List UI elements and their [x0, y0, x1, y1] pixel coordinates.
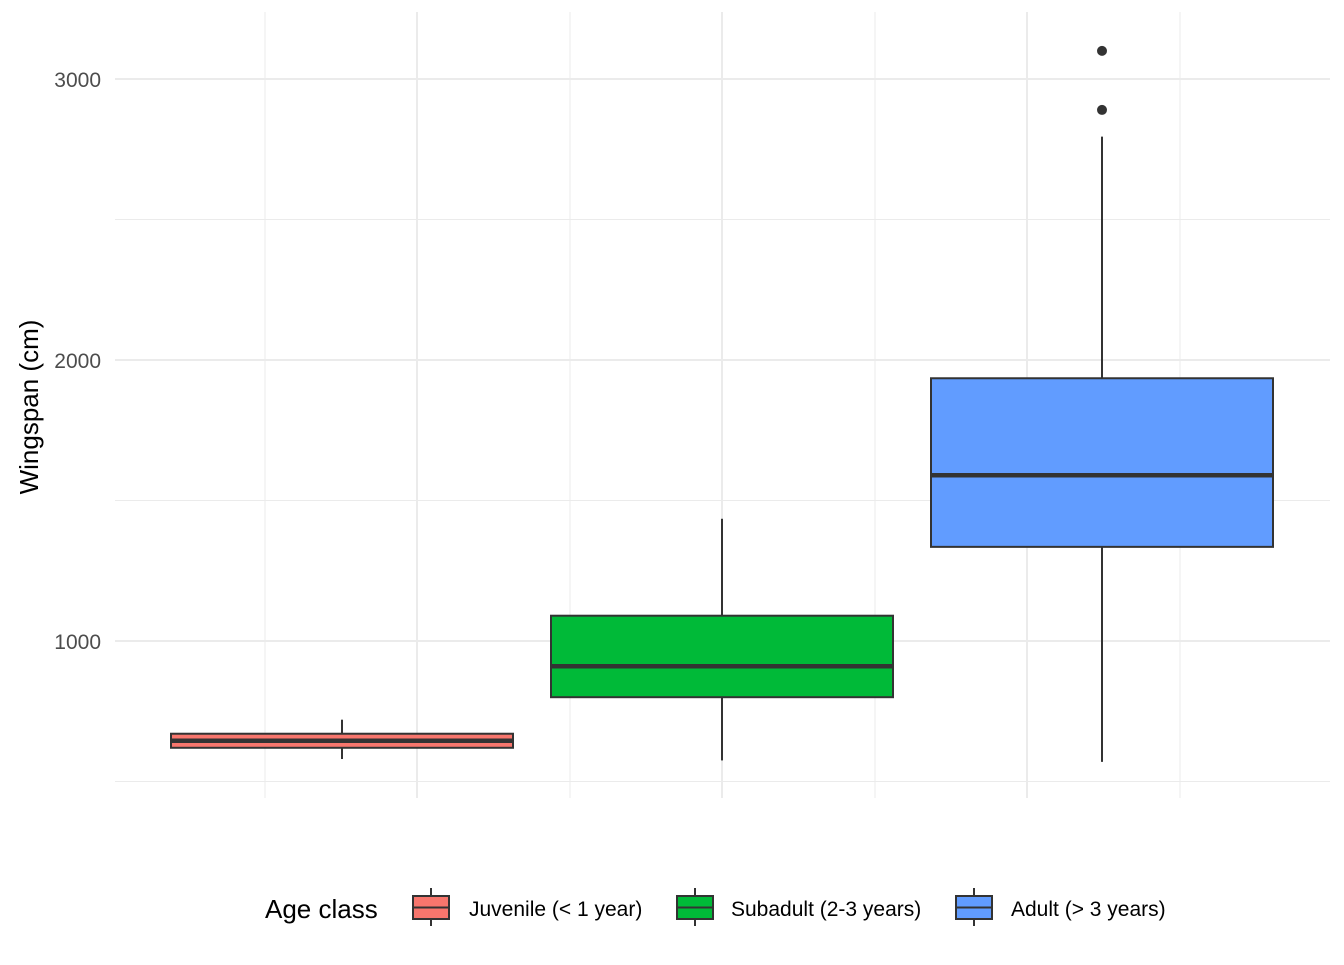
legend-key-1 [412, 888, 450, 926]
legend-label-2: Subadult (2-3 years) [731, 898, 921, 921]
y-tick-label: 1000 [54, 631, 101, 654]
box-iqr [930, 377, 1274, 548]
outlier-point [1097, 45, 1107, 56]
legend-title: Age class [265, 894, 378, 924]
y-tick-label: 3000 [54, 69, 101, 92]
box-series [170, 45, 1274, 762]
box-3 [930, 45, 1274, 762]
legend-label-1: Juvenile (< 1 year) [469, 898, 642, 921]
y-tick-label: 2000 [54, 350, 101, 373]
box-iqr [550, 614, 894, 699]
box-2 [550, 518, 894, 761]
y-axis-ticks: 1000 2000 3000 [54, 69, 101, 654]
legend-label-3: Adult (> 3 years) [1011, 898, 1166, 921]
y-axis-title: Wingspan (cm) [14, 320, 44, 495]
legend-key-2 [676, 888, 714, 926]
box-1 [170, 719, 514, 760]
legend-key-3 [955, 888, 993, 926]
legend: Age class Juvenile (< 1 year) Subadult (2… [265, 888, 1166, 926]
outlier-point [1097, 104, 1107, 115]
